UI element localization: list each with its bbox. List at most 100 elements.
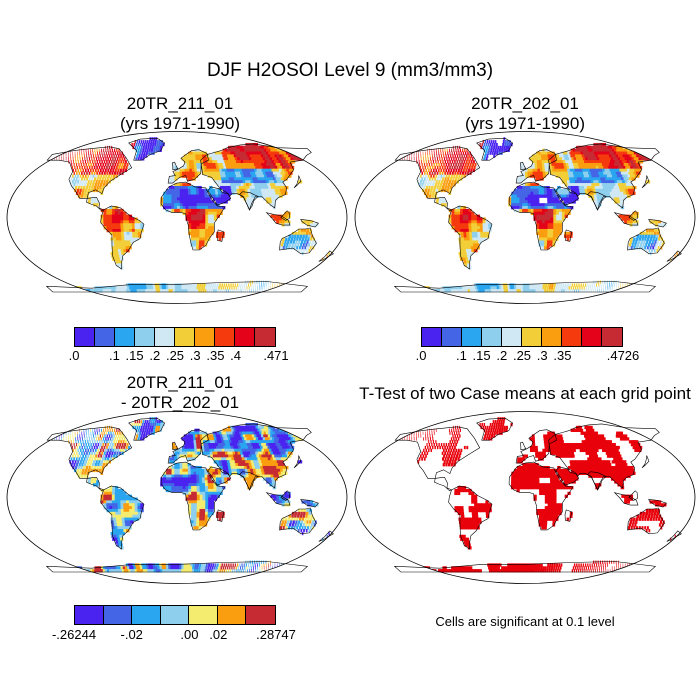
colorbar-tick-label: .4726	[606, 348, 640, 363]
coastline	[171, 161, 179, 171]
coastline	[519, 441, 527, 451]
colorbar-top-left-ticks: .0 .1 .15 .2 .25 .3 .35 .4 .471	[69, 348, 289, 364]
map-bottom-right	[354, 411, 696, 584]
coastline	[434, 477, 453, 492]
colorbar-tick-label: .15	[472, 348, 491, 363]
coastline	[318, 530, 334, 542]
coastline	[300, 219, 319, 228]
coastline	[45, 561, 309, 573]
coastline	[46, 146, 133, 199]
panel-title-top-left-line2: (yrs 1971-1990)	[119, 114, 240, 133]
coastline	[279, 507, 317, 535]
panel-title-bottom-right: T-Test of two Case means at each grid po…	[359, 384, 691, 403]
colorbar-swatch	[189, 606, 218, 624]
coastline	[207, 186, 232, 206]
colorbar-tick-label: .35	[206, 348, 225, 363]
coastline	[128, 137, 165, 161]
coastline	[45, 281, 309, 293]
coastline	[200, 423, 312, 491]
colorbar-swatch	[195, 328, 215, 346]
coastline	[648, 499, 667, 508]
coastline	[586, 191, 607, 211]
coastline	[160, 461, 226, 531]
coastline	[167, 429, 209, 464]
map-bottom-left	[6, 411, 348, 584]
coastline	[238, 191, 259, 211]
colorbar-tick-label: .2	[496, 348, 508, 363]
coastline	[648, 219, 667, 228]
colorbar-swatch	[175, 328, 195, 346]
colorbar-swatch	[75, 328, 95, 346]
coastline	[216, 509, 225, 522]
colorbar-top-left	[74, 327, 276, 347]
colorbar-tick-label: .471	[263, 348, 289, 363]
colorbar-tick-label: .3	[189, 348, 201, 363]
coastline	[300, 499, 319, 508]
significance-note: Cells are significant at 0.1 level	[435, 614, 615, 629]
colorbar-tick-label: .15	[125, 348, 144, 363]
coastline	[508, 181, 574, 251]
coastline	[641, 455, 650, 469]
coastline	[293, 175, 302, 189]
panel-title-top-right-line2: (yrs 1971-1990)	[464, 114, 585, 133]
coastline	[515, 429, 557, 464]
coastline	[666, 530, 682, 542]
coastline	[216, 229, 225, 242]
colorbar-tick-label: .28747	[256, 627, 296, 642]
colorbar-swatch	[235, 328, 255, 346]
colorbar-swatch	[502, 328, 522, 346]
panel-title-top-left-line1: 20TR_211_01	[126, 94, 234, 113]
map-border	[354, 411, 696, 584]
colorbar-swatch	[132, 606, 161, 624]
coastline	[46, 426, 133, 479]
colorbar-swatch	[542, 328, 562, 346]
colorbar-top-right	[421, 327, 623, 347]
panel-title-bottom-left-line1: 20TR_211_01	[126, 373, 234, 392]
coastline	[564, 229, 573, 242]
coastline	[555, 186, 580, 206]
figure-title: DJF H2OSOI Level 9 (mm3/mm3)	[206, 60, 494, 81]
panel-title-top-right: 20TR_202_01 (yrs 1971-1990)	[385, 94, 665, 134]
colorbar-swatch	[103, 606, 133, 624]
colorbar-tick-label: .4	[230, 348, 242, 363]
coastline	[548, 423, 660, 491]
colorbar-swatch	[95, 328, 115, 346]
coastline	[627, 227, 665, 255]
coastline	[207, 466, 232, 486]
coastline	[393, 561, 657, 573]
colorbar-swatch	[442, 328, 462, 346]
colorbar-swatch	[255, 328, 275, 346]
coastline	[448, 205, 493, 270]
panel-title-bottom-left: 20TR_211_01 - 20TR_202_01	[40, 373, 320, 413]
colorbar-tick-label: .1	[108, 348, 120, 363]
coastline	[555, 466, 580, 486]
coastline	[613, 212, 639, 226]
colorbar-swatch	[602, 328, 622, 346]
colorbar-tick-label: .3	[536, 348, 548, 363]
coastline	[279, 227, 317, 255]
coastline	[318, 250, 334, 262]
colorbar-swatch	[462, 328, 482, 346]
coastline	[171, 441, 179, 451]
coastline	[508, 461, 574, 531]
colorbar-swatch	[75, 606, 104, 624]
colorbar-swatch	[482, 328, 502, 346]
coastline	[515, 149, 557, 184]
panel-title-top-right-line1: 20TR_202_01	[471, 94, 579, 113]
colorbar-tick-label: .2	[149, 348, 161, 363]
colorbar-swatch	[217, 606, 247, 624]
colorbar-swatch	[215, 328, 235, 346]
map-top-left	[6, 131, 348, 304]
coastline	[613, 492, 639, 506]
coastline	[280, 490, 290, 501]
coastline	[100, 485, 145, 550]
coastline	[160, 181, 226, 251]
coastline	[238, 471, 259, 491]
coastline	[586, 471, 607, 491]
colorbar-swatch	[422, 328, 442, 346]
colorbar-swatch	[522, 328, 542, 346]
colorbar-tick-label: .0	[415, 348, 427, 363]
colorbar-bottom-left	[74, 605, 276, 625]
panel-title-top-left: 20TR_211_01 (yrs 1971-1990)	[40, 94, 320, 134]
coastline	[548, 143, 660, 211]
